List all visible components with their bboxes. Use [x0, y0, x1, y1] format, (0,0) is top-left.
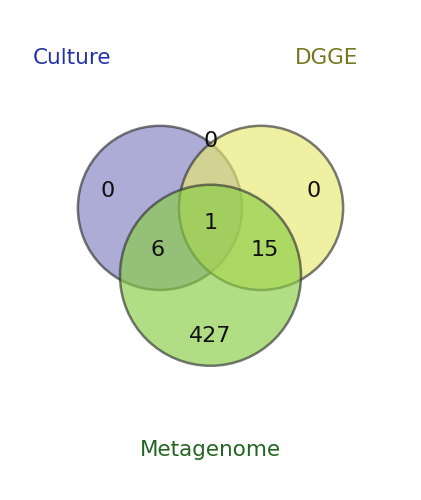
Circle shape: [78, 126, 242, 290]
Circle shape: [179, 126, 343, 290]
Text: 0: 0: [203, 130, 218, 150]
Text: 6: 6: [151, 240, 165, 260]
Circle shape: [120, 184, 301, 366]
Text: Metagenome: Metagenome: [140, 440, 281, 460]
Text: 427: 427: [189, 326, 232, 346]
Text: 1: 1: [203, 212, 218, 233]
Text: 0: 0: [306, 181, 321, 201]
Text: 0: 0: [100, 181, 115, 201]
Text: Culture: Culture: [32, 48, 111, 68]
Text: 15: 15: [251, 240, 280, 260]
Text: DGGE: DGGE: [295, 48, 358, 68]
